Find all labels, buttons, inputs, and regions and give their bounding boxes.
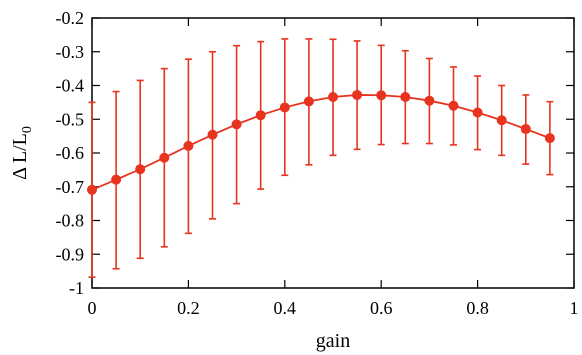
y-tick-label: -0.4 xyxy=(56,76,85,96)
x-tick-label: 0.2 xyxy=(177,298,200,318)
data-point xyxy=(424,95,435,106)
data-point xyxy=(376,90,387,101)
data-point xyxy=(328,91,338,102)
data-point xyxy=(207,129,218,140)
y-tick-label: -0.8 xyxy=(56,211,85,231)
data-point xyxy=(279,102,290,113)
x-tick-label: 1 xyxy=(570,298,579,318)
x-tick-label: 0.8 xyxy=(466,298,489,318)
y-tick-label: -0.7 xyxy=(56,177,85,197)
data-point xyxy=(159,152,170,163)
data-point xyxy=(183,140,194,151)
y-tick-label: -0.6 xyxy=(56,143,85,163)
data-point xyxy=(87,184,97,195)
x-tick-label: 0 xyxy=(88,298,97,318)
y-axis-title: Δ L/L0 xyxy=(9,126,35,180)
y-axis-title-main: Δ L/L xyxy=(9,133,31,180)
y-tick-label: -0.9 xyxy=(56,244,85,264)
data-point xyxy=(303,96,314,107)
y-tick-label: -1 xyxy=(69,278,84,298)
data-point xyxy=(255,110,266,121)
x-tick-label: 0.4 xyxy=(274,298,297,318)
y-tick-label: -0.3 xyxy=(56,42,85,62)
data-point xyxy=(400,91,411,102)
data-point xyxy=(544,133,555,144)
x-tick-label: 0.6 xyxy=(370,298,393,318)
data-point xyxy=(135,164,146,175)
data-point xyxy=(520,124,531,135)
data-point xyxy=(352,89,363,100)
data-point xyxy=(448,100,459,111)
data-point xyxy=(111,174,122,185)
data-point xyxy=(496,115,507,126)
axis-tick-labels: 0 0.2 0.4 0.6 0.8 1 -1 -0.9 -0.8 -0.7 -0.6 -0.5 -0.4… xyxy=(56,8,579,318)
axis-ticks xyxy=(91,17,575,289)
data-point xyxy=(472,107,483,118)
y-tick-label: -0.5 xyxy=(56,109,85,129)
y-tick-label: -0.2 xyxy=(56,8,85,28)
series-layer xyxy=(87,38,555,279)
data-point xyxy=(231,119,242,130)
y-axis-title-subscript: 0 xyxy=(20,126,35,133)
x-axis-title: gain xyxy=(316,330,350,352)
